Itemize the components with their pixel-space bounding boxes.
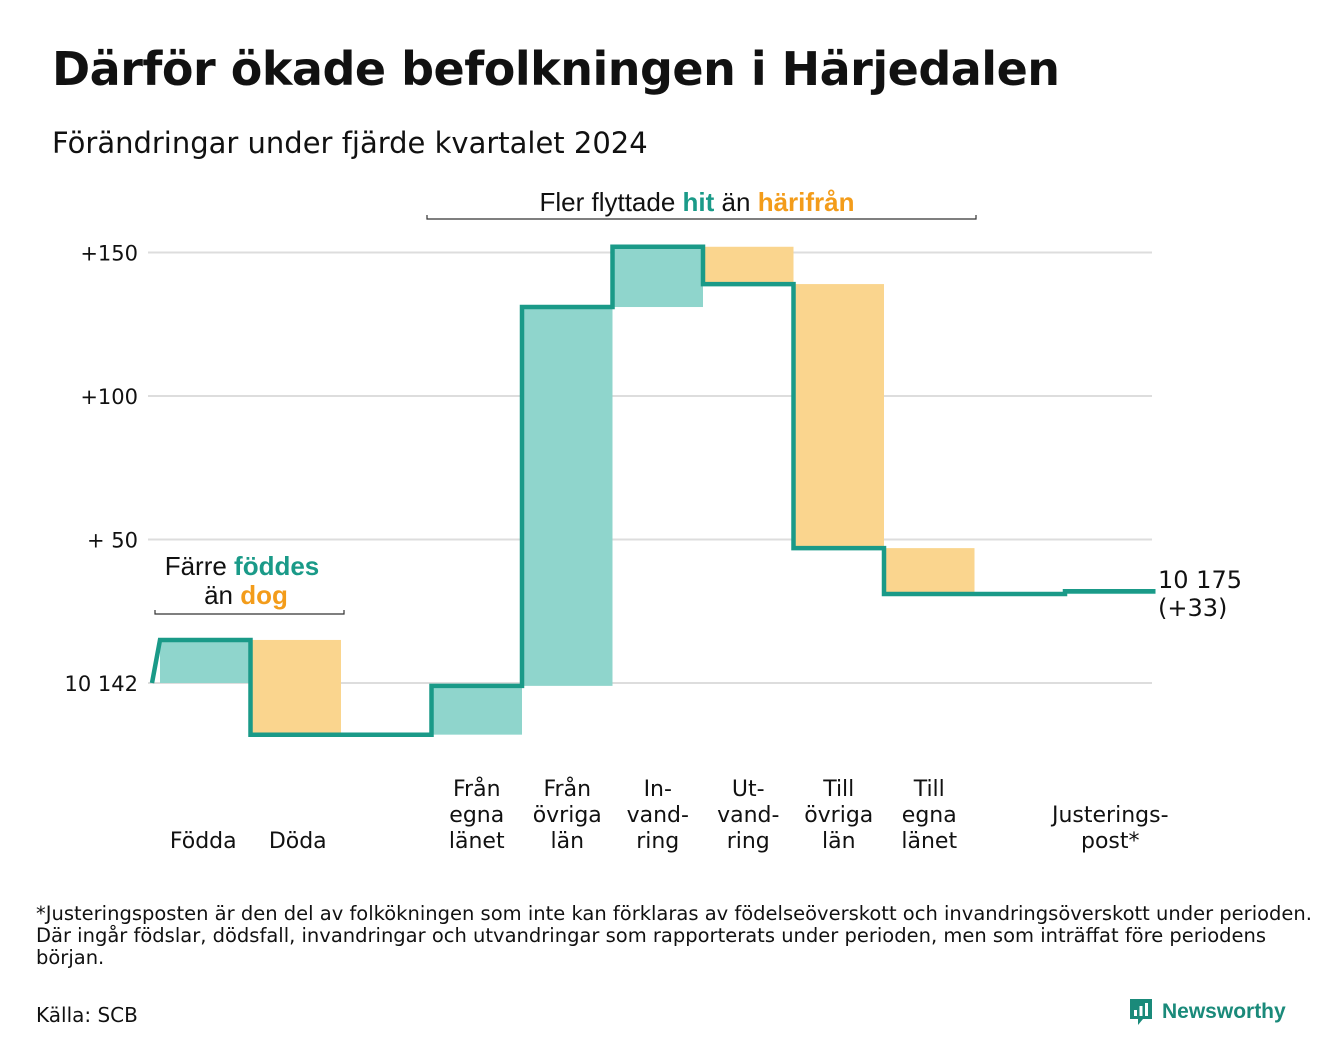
y-tick-label: +100 xyxy=(80,385,138,409)
category-label: länet xyxy=(449,829,505,854)
increase-bar xyxy=(612,246,703,308)
footnote: *Justeringsposten är den del av folkökni… xyxy=(36,902,1312,969)
chart-title: Därför ökade befolkningen i Härjedalen xyxy=(52,42,1060,96)
brand-name: Newsworthy xyxy=(1162,1000,1286,1023)
category-label: Döda xyxy=(269,829,327,854)
category-label: Födda xyxy=(170,829,237,854)
category-label: Justerings- xyxy=(1050,803,1169,828)
brand: Newsworthy xyxy=(1128,997,1286,1027)
category-label: Från xyxy=(543,776,591,802)
category-label: övriga xyxy=(804,803,873,828)
annotation-bracket-births xyxy=(154,610,345,615)
y-tick-label: + 50 xyxy=(87,529,138,553)
end-change-label: (+33) xyxy=(1158,594,1227,622)
decrease-bar xyxy=(250,639,341,735)
decrease-bar xyxy=(884,548,975,595)
chart-subtitle: Förändringar under fjärde kvartalet 2024 xyxy=(52,126,648,160)
category-label: vand- xyxy=(717,803,779,828)
y-tick-label: +150 xyxy=(80,242,138,266)
category-label: Till xyxy=(913,777,945,802)
category-label: Från xyxy=(453,776,501,802)
category-label: övriga xyxy=(533,803,602,828)
population-step-line xyxy=(149,244,1156,737)
annotation-bracket-migration xyxy=(426,215,977,220)
category-label: län xyxy=(822,829,856,854)
category-label: post* xyxy=(1081,829,1140,854)
increase-bar xyxy=(160,639,251,683)
annotation-births-line1: Färre föddes xyxy=(165,551,320,581)
y-tick-label: 10 142 xyxy=(65,672,138,696)
decrease-bar xyxy=(703,246,794,285)
annotation-migration: Fler flyttade hit än härifrån xyxy=(539,187,854,217)
category-label: Ut- xyxy=(732,777,765,802)
category-label: vand- xyxy=(627,803,689,828)
end-value-label: 10 175 xyxy=(1158,566,1242,594)
annotation-births-line2: än dog xyxy=(204,580,288,610)
category-label: län xyxy=(550,829,584,854)
source-label: Källa: SCB xyxy=(36,1003,138,1027)
newsworthy-logo-icon xyxy=(1130,999,1152,1025)
category-label: egna xyxy=(902,803,957,828)
category-label: egna xyxy=(449,803,504,828)
category-label: ring xyxy=(636,829,679,854)
category-label: ring xyxy=(727,829,770,854)
increase-bar xyxy=(522,307,613,686)
increase-bar xyxy=(431,685,522,735)
category-label: In- xyxy=(644,777,672,802)
decrease-bar xyxy=(793,284,884,549)
category-label: länet xyxy=(901,829,957,854)
category-label: Till xyxy=(822,777,854,802)
